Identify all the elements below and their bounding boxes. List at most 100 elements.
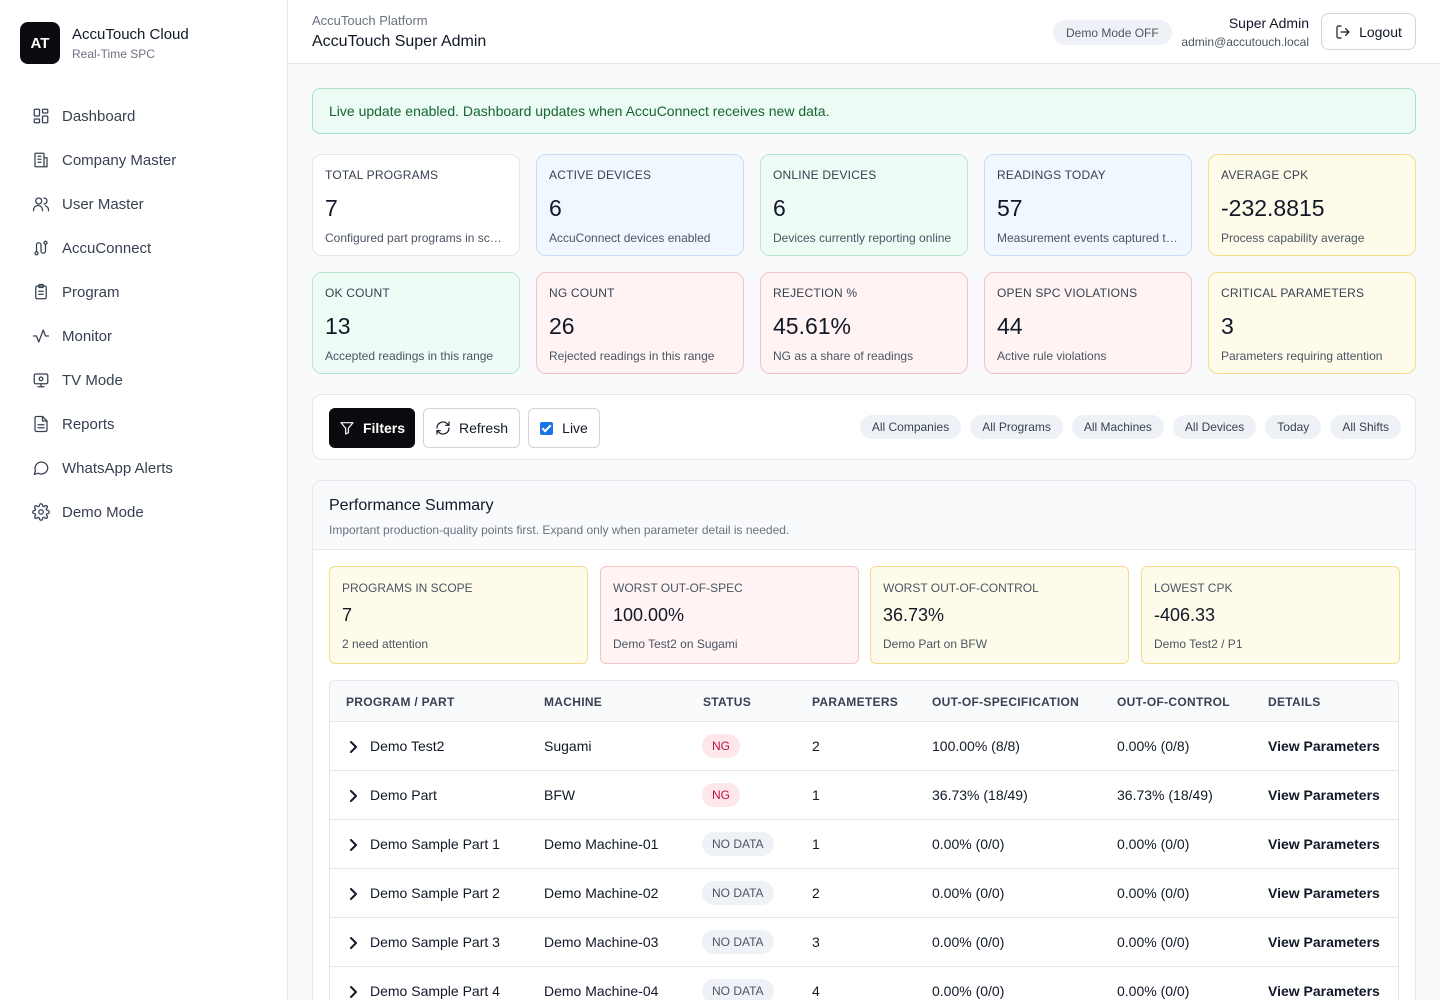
sidebar-item-label: Demo Mode [62, 503, 144, 521]
parameters-count: 1 [812, 787, 820, 803]
kpi-ng-count: NG COUNT 26 Rejected readings in this ra… [536, 272, 744, 374]
live-toggle[interactable]: Live [528, 408, 600, 448]
program-name: Demo Sample Part 4 [370, 983, 500, 999]
chip-all-devices[interactable]: All Devices [1172, 415, 1257, 439]
chevron-right-icon[interactable] [348, 740, 358, 753]
program-name: Demo Sample Part 1 [370, 836, 500, 852]
table-row: Demo Sample Part 2 Demo Machine-02 NO DA… [330, 869, 1398, 918]
summary-card-worst-out-of-control: WORST OUT-OF-CONTROL 36.73% Demo Part on… [870, 566, 1129, 664]
table-row: Demo Sample Part 1 Demo Machine-01 NO DA… [330, 820, 1398, 869]
machine-name: Demo Machine-02 [544, 885, 659, 901]
sidebar-item-label: AccuConnect [62, 239, 152, 257]
machine-name: Demo Machine-04 [544, 983, 659, 999]
program-name: Demo Test2 [370, 738, 445, 754]
column-header-machine[interactable]: MACHINE [544, 695, 603, 709]
out-of-control-value: 0.00% (0/0) [1117, 836, 1190, 852]
live-update-banner: Live update enabled. Dashboard updates w… [312, 88, 1416, 134]
kpi-total-programs: TOTAL PROGRAMS 7 Configured part program… [312, 154, 520, 256]
summary-card-label: WORST OUT-OF-SPEC [613, 581, 743, 595]
summary-card-description: Demo Test2 / P1 [1154, 637, 1243, 651]
column-header-parameters[interactable]: PARAMETERS [812, 695, 899, 709]
live-label: Live [562, 420, 588, 436]
machine-name: Demo Machine-01 [544, 836, 659, 852]
kpi-open-spc-violations: OPEN SPC VIOLATIONS 44 Active rule viola… [984, 272, 1192, 374]
view-parameters-link[interactable]: View Parameters [1268, 885, 1380, 901]
chip-all-shifts[interactable]: All Shifts [1330, 415, 1401, 439]
message-icon [32, 459, 50, 477]
performance-subtitle: Important production-quality points firs… [329, 523, 790, 537]
summary-card-value: 100.00% [613, 605, 685, 625]
kpi-value: 13 [325, 313, 351, 339]
kpi-value: -232.8815 [1221, 195, 1325, 221]
user-name: Super Admin [1228, 15, 1309, 31]
filters-label: Filters [362, 420, 405, 436]
table-row: Demo Sample Part 4 Demo Machine-04 NO DA… [330, 967, 1398, 1000]
sidebar-item-dashboard[interactable]: Dashboard [20, 94, 268, 138]
column-header-out-of-control[interactable]: OUT-OF-CONTROL [1117, 695, 1230, 709]
sidebar-nav: Dashboard Company Master User Master Acc… [20, 94, 268, 534]
kpi-readings-today: READINGS TODAY 57 Measurement events cap… [984, 154, 1192, 256]
refresh-button[interactable]: Refresh [423, 408, 520, 448]
sidebar-item-accuconnect[interactable]: AccuConnect [20, 226, 268, 270]
sidebar-item-demo-mode[interactable]: Demo Mode [20, 490, 268, 534]
kpi-average-cpk: AVERAGE CPK -232.8815 Process capability… [1208, 154, 1416, 256]
machine-name: Demo Machine-03 [544, 934, 659, 950]
sidebar-item-label: Dashboard [62, 107, 136, 125]
kpi-description: Measurement events captured today [997, 231, 1179, 245]
sidebar-item-reports[interactable]: Reports [20, 402, 268, 446]
filter-chips: All Companies All Programs All Machines … [859, 415, 1401, 439]
sidebar-item-company-master[interactable]: Company Master [20, 138, 268, 182]
kpi-description: Rejected readings in this range [549, 349, 715, 363]
kpi-value: 44 [997, 313, 1023, 339]
performance-header: Performance Summary Important production… [313, 481, 1415, 550]
brand-logo[interactable]: AT [20, 22, 60, 64]
sidebar-item-tv-mode[interactable]: TV Mode [20, 358, 268, 402]
logout-button[interactable]: Logout [1321, 13, 1416, 50]
chip-today[interactable]: Today [1265, 415, 1322, 439]
column-header-program[interactable]: PROGRAM / PART [346, 695, 455, 709]
kpi-label: TOTAL PROGRAMS [325, 168, 439, 182]
chevron-right-icon[interactable] [348, 936, 358, 949]
column-header-out-of-specification[interactable]: OUT-OF-SPECIFICATION [932, 695, 1080, 709]
view-parameters-link[interactable]: View Parameters [1268, 983, 1380, 999]
out-of-control-value: 36.73% (18/49) [1117, 787, 1213, 803]
live-checkbox[interactable] [540, 421, 554, 435]
column-header-details[interactable]: DETAILS [1268, 695, 1321, 709]
refresh-icon [436, 421, 450, 435]
chevron-right-icon[interactable] [348, 789, 358, 802]
status-badge: NG [702, 734, 740, 758]
status-badge: NO DATA [702, 979, 774, 1000]
view-parameters-link[interactable]: View Parameters [1268, 787, 1380, 803]
chip-all-machines[interactable]: All Machines [1071, 415, 1164, 439]
sidebar-item-whatsapp-alerts[interactable]: WhatsApp Alerts [20, 446, 268, 490]
out-of-control-value: 0.00% (0/0) [1117, 983, 1190, 999]
out-of-spec-value: 0.00% (0/0) [932, 836, 1005, 852]
user-email: admin@accutouch.local [1181, 35, 1309, 49]
out-of-control-value: 0.00% (0/0) [1117, 885, 1190, 901]
summary-card-value: 36.73% [883, 605, 945, 625]
chevron-right-icon[interactable] [348, 887, 358, 900]
chevron-right-icon[interactable] [348, 838, 358, 851]
filters-button[interactable]: Filters [329, 408, 415, 448]
sidebar-item-label: Program [62, 283, 120, 301]
chip-all-programs[interactable]: All Programs [970, 415, 1063, 439]
view-parameters-link[interactable]: View Parameters [1268, 934, 1380, 950]
view-parameters-link[interactable]: View Parameters [1268, 836, 1380, 852]
view-parameters-link[interactable]: View Parameters [1268, 738, 1380, 754]
chip-all-companies[interactable]: All Companies [859, 415, 962, 439]
sidebar-item-program[interactable]: Program [20, 270, 268, 314]
kpi-description: AccuConnect devices enabled [549, 231, 711, 245]
kpi-critical-parameters: CRITICAL PARAMETERS 3 Parameters requiri… [1208, 272, 1416, 374]
kpi-label: REJECTION % [773, 286, 858, 300]
sidebar-item-user-master[interactable]: User Master [20, 182, 268, 226]
summary-card-lowest-cpk: LOWEST CPK -406.33 Demo Test2 / P1 [1141, 566, 1400, 664]
out-of-control-value: 0.00% (0/0) [1117, 934, 1190, 950]
monitor-icon [32, 371, 50, 389]
sidebar-item-monitor[interactable]: Monitor [20, 314, 268, 358]
chevron-right-icon[interactable] [348, 985, 358, 998]
column-header-status[interactable]: STATUS [703, 695, 752, 709]
table-row: Demo Sample Part 3 Demo Machine-03 NO DA… [330, 918, 1398, 967]
parameters-count: 2 [812, 885, 820, 901]
parameters-count: 3 [812, 934, 820, 950]
performance-table: PROGRAM / PART MACHINE STATUS PARAMETERS… [329, 680, 1399, 1000]
